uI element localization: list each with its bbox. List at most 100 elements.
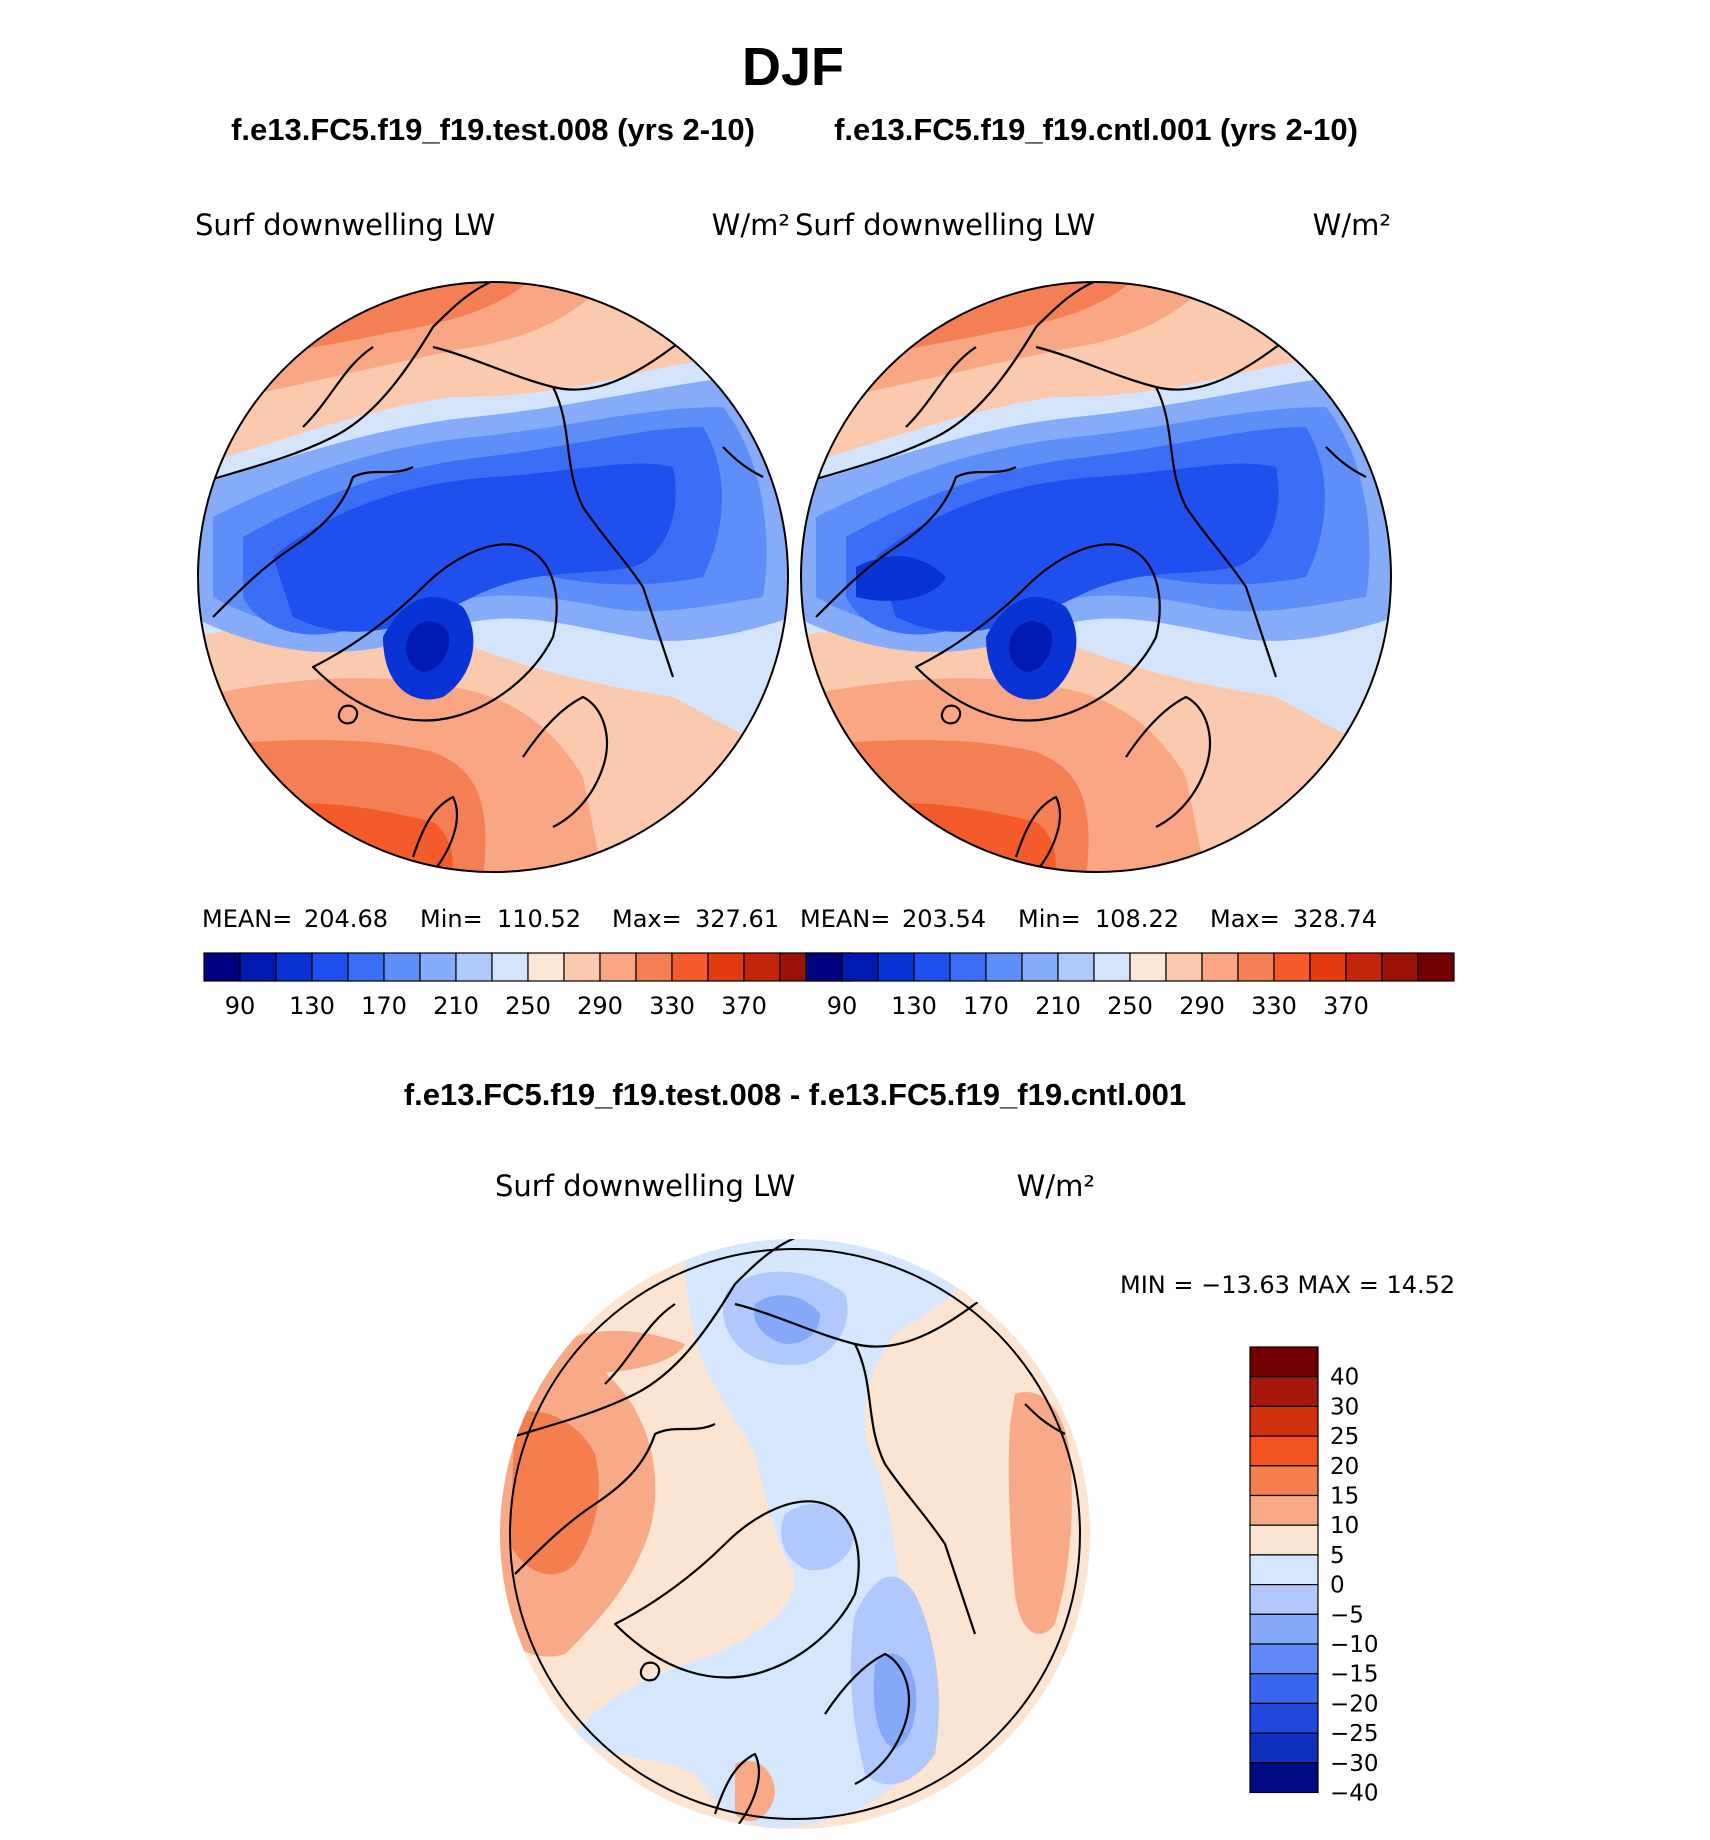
colorbar-swatch [1249,1554,1319,1586]
contour-pos-siberia [1008,1392,1072,1634]
colorbar-swatch [1249,1732,1319,1764]
colorbar-swatch [1249,1583,1319,1615]
colorbar-tick-label: −20 [1330,1691,1379,1717]
colorbar-swatch [383,952,421,982]
min-value-test: 110.52 [497,905,581,933]
colorbar-swatch [743,952,781,982]
coastlines-diff [504,1239,1066,1829]
colorbar-tick-label: 40 [1330,1365,1359,1391]
colorbar-swatch [491,952,529,982]
colorbar-swatch [1345,952,1383,982]
coastlines-test [202,282,764,872]
colorbar-swatch [1237,952,1275,982]
mean-label-test: MEAN= [202,905,292,933]
mean-label-cntl: MEAN= [800,905,890,933]
colorbar-swatch [805,952,843,982]
colorbar-diff: 40 30 25 20 15 10 5 0 −5 −10 −15 −20 −25 −30 −40 [1249,1346,1379,1807]
colorbar-tick-label: 210 [433,992,479,1020]
colorbar-swatch [1057,952,1095,982]
panel-test: Surf downwelling LW W/m² [195,208,853,1020]
colorbar-swatch [455,952,493,982]
colorbar-swatch [1249,1376,1319,1407]
colorbar-swatch [563,952,601,982]
colorbar-tick-label: 170 [963,992,1009,1020]
colorbar-tick-label: 250 [505,992,551,1020]
colorbar-tick-label: 5 [1330,1543,1345,1569]
colorbar-swatch [985,952,1023,982]
colorbar-tick-label: −25 [1330,1721,1379,1747]
colorbar-swatch [1309,952,1347,982]
colorbar-tick-label: 210 [1035,992,1081,1020]
colorbar-tick-label: 130 [891,992,937,1020]
colorbar-tick-label: −10 [1330,1632,1379,1658]
contour-cold-greenland-core [406,621,449,672]
colorbar-tick-label: −40 [1330,1781,1379,1807]
colorbar-tick-label: 250 [1107,992,1153,1020]
colorbar-swatch [841,952,879,982]
contour-cold-greenland-core [1009,621,1052,672]
case-title-cntl: f.e13.FC5.f19_f19.cntl.001 (yrs 2-10) [834,112,1358,147]
colorbar-swatch [1273,952,1311,982]
units-label-test: W/m² [712,208,790,242]
colorbar-tick-label: 0 [1330,1573,1345,1599]
polar-map-test [197,281,789,873]
colorbar-tick-label: 370 [721,992,767,1020]
colorbar-swatch [1249,1702,1319,1734]
colorbar-swatch [239,952,277,982]
colorbar-swatch [311,952,349,982]
colorbar-swatch [1249,1762,1319,1794]
colorbar-swatch [275,952,313,982]
mean-value-cntl: 203.54 [902,905,986,933]
colorbar-swatch [599,952,637,982]
colorbar-swatch [1021,952,1059,982]
colorbar-tick-label: 10 [1330,1513,1359,1539]
contour-cold-4 [876,463,1279,632]
contour-pos-alaska [555,1330,685,1374]
colorbar-tick-label: 330 [649,992,695,1020]
colorbar-swatch [949,952,987,982]
units-label-diff: W/m² [1017,1169,1095,1203]
field-cntl [801,282,1391,872]
variable-label-diff: Surf downwelling LW [495,1169,795,1203]
colorbar-tick-label: 130 [289,992,335,1020]
colorbar-swatch [347,952,385,982]
colorbar-tick-label: 90 [827,992,858,1020]
colorbar-swatch [1165,952,1203,982]
min-value-cntl: 108.22 [1095,905,1179,933]
min-label-test: Min= [420,905,483,933]
colorbar-tick-label: −15 [1330,1662,1379,1688]
colorbar-tick-label: 15 [1330,1484,1359,1510]
colorbar-tick-label: −5 [1330,1602,1364,1628]
polar-map-cntl [800,281,1392,873]
panel-cntl: Surf downwelling LW W/m² [795,208,1455,1020]
units-label-cntl: W/m² [1313,208,1391,242]
colorbar-tick-label: 170 [361,992,407,1020]
colorbar-swatch [1249,1435,1319,1467]
colorbar-tick-label: 290 [1179,992,1225,1020]
min-label-cntl: Min= [1018,905,1081,933]
colorbar-swatch [1249,1524,1319,1556]
colorbar-tick-label: 20 [1330,1454,1359,1480]
max-label-test: Max= [612,905,682,933]
colorbar-cntl: 90 130 170 210 250 290 330 370 [805,952,1455,1020]
colorbar-tick-label: 25 [1330,1424,1359,1450]
colorbar-swatch [1249,1465,1319,1497]
colorbar-tick-label: 330 [1251,992,1297,1020]
max-label-cntl: Max= [1210,905,1280,933]
contour-pos-canada-core [510,1411,599,1575]
colorbar-tick-label: 370 [1323,992,1369,1020]
colorbar-swatch [419,952,457,982]
case-title-test: f.e13.FC5.f19_f19.test.008 (yrs 2-10) [231,112,755,147]
panel-diff: Surf downwelling LW W/m² [495,1169,1455,1829]
variable-label-cntl: Surf downwelling LW [795,208,1095,242]
colorbar-swatch [707,952,745,982]
colorbar-swatch [1129,952,1167,982]
colorbar-tick-label: −30 [1330,1751,1379,1777]
variable-label-test: Surf downwelling LW [195,208,495,242]
colorbar-swatch [1249,1673,1319,1704]
colorbar-swatch [671,952,709,982]
colorbar-swatch [1093,952,1131,982]
diff-title: f.e13.FC5.f19_f19.test.008 - f.e13.FC5.f… [404,1077,1186,1112]
colorbar-swatch [877,952,915,982]
